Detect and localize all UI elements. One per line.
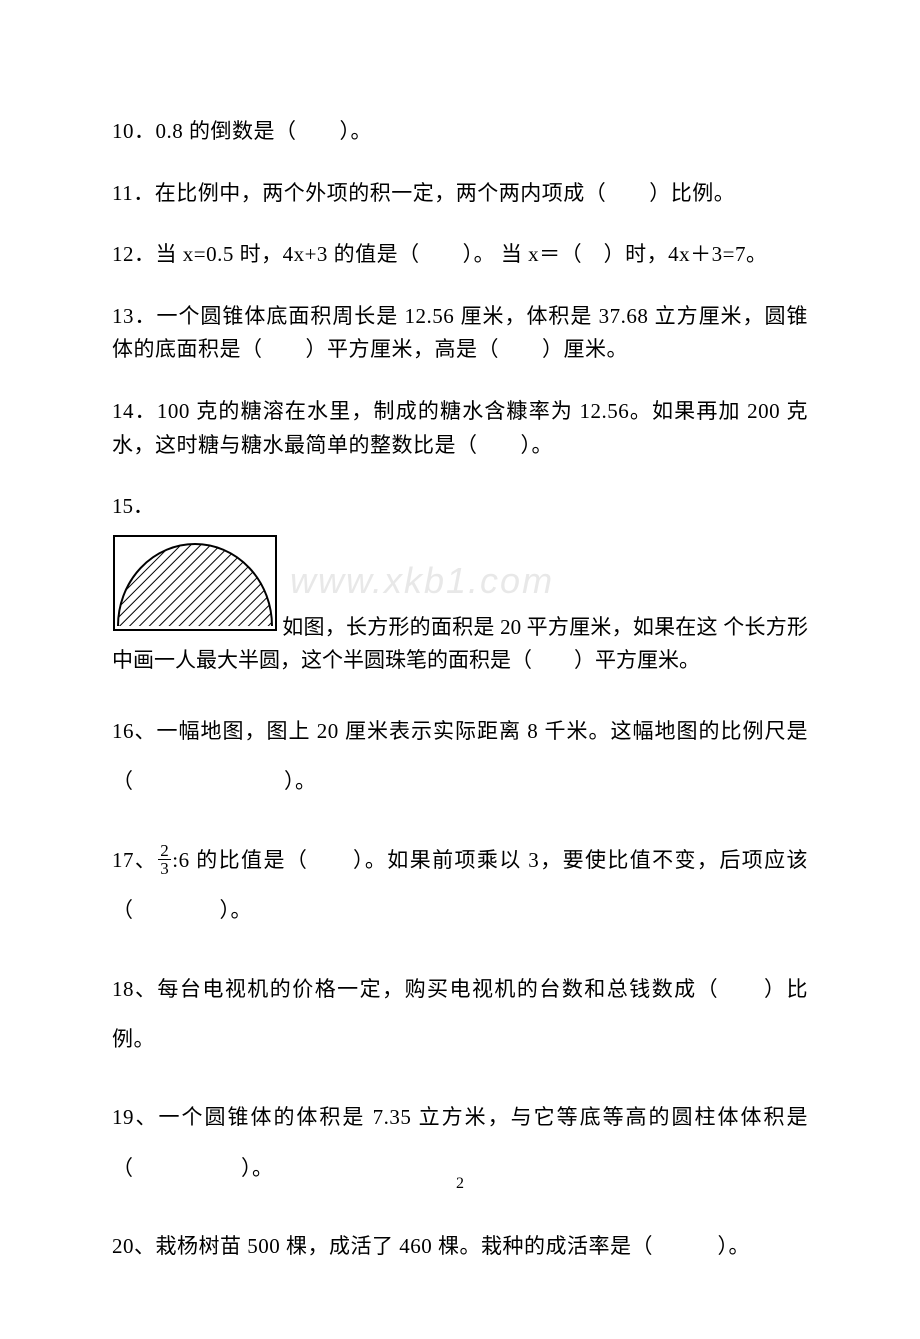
fraction-numerator: 2 <box>158 842 171 860</box>
page-content: 10．0.8 的倒数是（ ）。 11．在比例中，两个外项的积一定，两个两内项成（… <box>0 0 920 1339</box>
question-11: 11．在比例中，两个外项的积一定，两个两内项成（ ）比例。 <box>112 177 808 211</box>
question-14: 14．100 克的糖溶在水里，制成的糖水含糠率为 12.56。如果再加 200 … <box>112 395 808 462</box>
semicircle-figure <box>112 534 278 643</box>
fraction-2-3: 23 <box>158 842 171 877</box>
fraction-denominator: 3 <box>158 860 171 877</box>
question-10: 10．0.8 的倒数是（ ）。 <box>112 115 808 149</box>
question-13: 13．一个圆锥体底面积周长是 12.56 厘米，体积是 37.68 立方厘米，圆… <box>112 300 808 367</box>
question-19: 19、一个圆锥体的体积是 7.35 立方米，与它等底等高的圆柱体体积是（ ）。 <box>112 1092 808 1193</box>
question-17-prefix: 17、 <box>112 848 157 872</box>
question-15: 15． 如图，长方形的面积是 20 平方厘米，如果在这 <box>112 490 808 678</box>
question-15-text-1: 如图，长方形的面积是 20 平方厘米，如果在这 <box>282 615 718 639</box>
question-16: 16、一幅地图，图上 20 厘米表示实际距离 8 千米。这幅地图的比例尺是（ ）… <box>112 706 808 807</box>
question-20: 20、栽杨树苗 500 棵，成活了 460 棵。栽种的成活率是（ ）。 <box>112 1221 808 1271</box>
question-17: 17、23:6 的比值是（ ）。如果前项乘以 3，要使比值不变，后项应该（ ）。 <box>112 835 808 936</box>
question-12: 12．当 x=0.5 时，4x+3 的值是（ ）。 当 x＝（ ）时，4x＋3=… <box>112 238 808 272</box>
question-15-body: 如图，长方形的面积是 20 平方厘米，如果在这 个长方形中画一人最大半圆，这个半… <box>112 534 808 678</box>
question-17-suffix: :6 的比值是（ ）。如果前项乘以 3，要使比值不变，后项应该（ ）。 <box>112 848 808 922</box>
question-18: 18、每台电视机的价格一定，购买电视机的台数和总钱数成（ ）比例。 <box>112 964 808 1065</box>
question-15-label: 15． <box>112 490 808 524</box>
